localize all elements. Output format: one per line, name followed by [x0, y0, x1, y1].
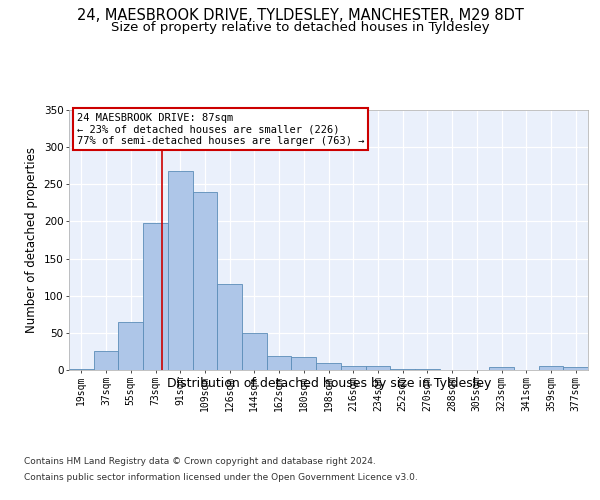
Bar	[143, 223, 168, 370]
Bar	[118, 322, 143, 370]
Text: Contains public sector information licensed under the Open Government Licence v3: Contains public sector information licen…	[24, 472, 418, 482]
Y-axis label: Number of detached properties: Number of detached properties	[25, 147, 38, 333]
Text: 24 MAESBROOK DRIVE: 87sqm
← 23% of detached houses are smaller (226)
77% of semi: 24 MAESBROOK DRIVE: 87sqm ← 23% of detac…	[77, 112, 364, 146]
Bar	[489, 367, 514, 370]
Bar	[365, 366, 390, 370]
Text: Contains HM Land Registry data © Crown copyright and database right 2024.: Contains HM Land Registry data © Crown c…	[24, 458, 376, 466]
Bar	[168, 171, 193, 370]
Bar	[316, 362, 341, 370]
Text: 24, MAESBROOK DRIVE, TYLDESLEY, MANCHESTER, M29 8DT: 24, MAESBROOK DRIVE, TYLDESLEY, MANCHEST…	[77, 8, 523, 22]
Bar	[267, 356, 292, 370]
Bar	[193, 192, 217, 370]
Bar	[242, 333, 267, 370]
Bar	[341, 366, 365, 370]
Bar	[69, 368, 94, 370]
Bar	[563, 367, 588, 370]
Bar	[217, 284, 242, 370]
Bar	[94, 350, 118, 370]
Bar	[539, 366, 563, 370]
Text: Size of property relative to detached houses in Tyldesley: Size of property relative to detached ho…	[110, 21, 490, 34]
Text: Distribution of detached houses by size in Tyldesley: Distribution of detached houses by size …	[167, 378, 491, 390]
Bar	[292, 356, 316, 370]
Bar	[390, 368, 415, 370]
